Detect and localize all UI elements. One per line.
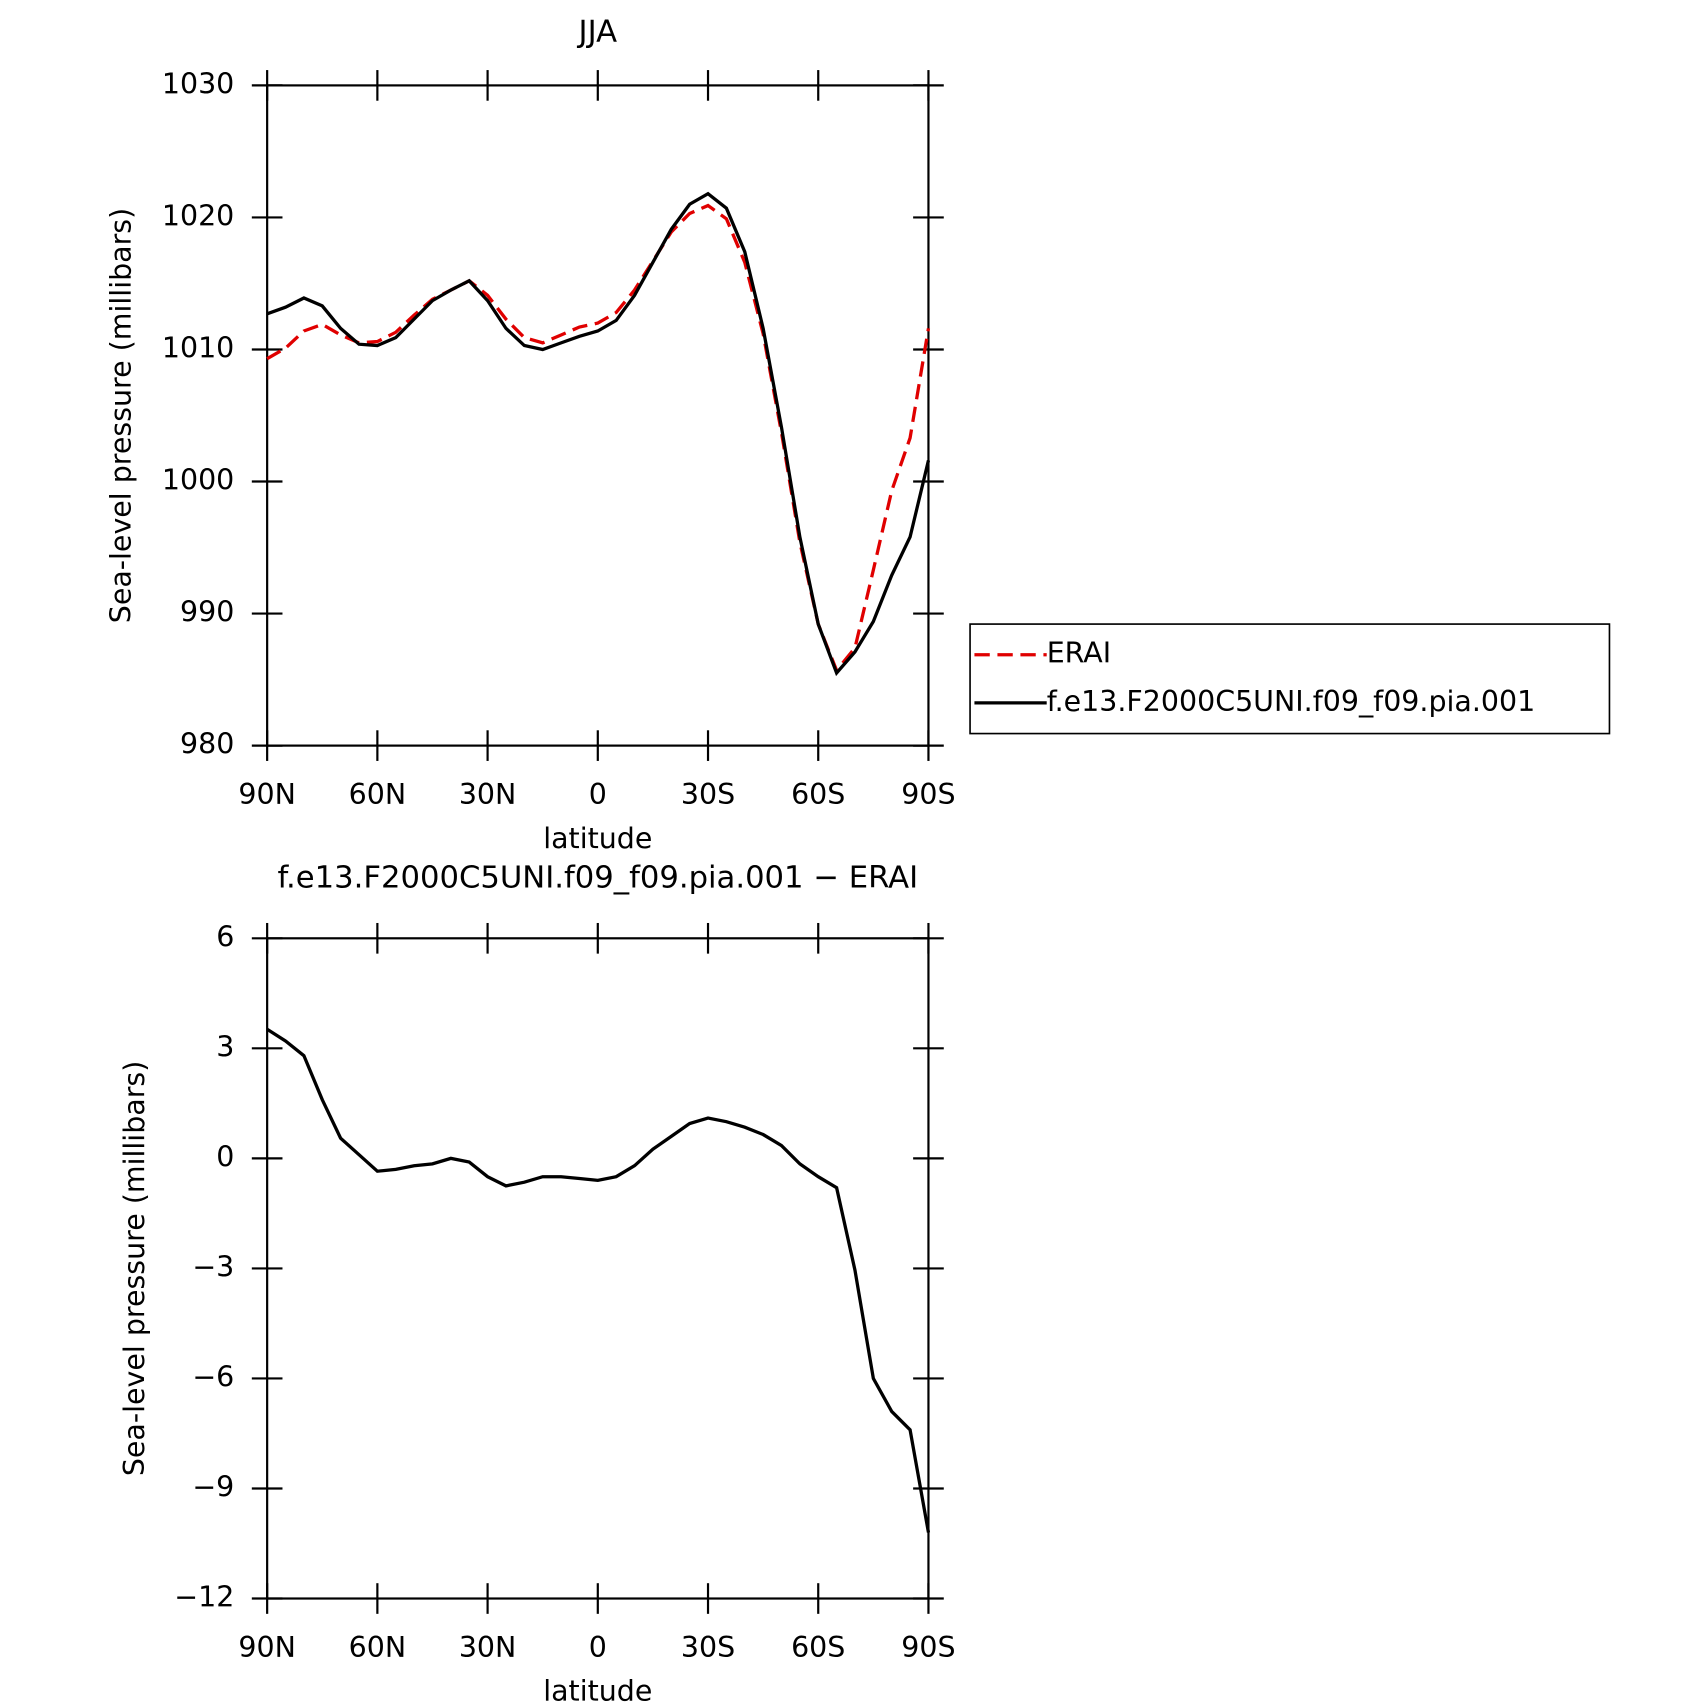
y-tick-label: 980 [180, 728, 234, 761]
y-tick-label: 0 [216, 1140, 234, 1173]
y-tick-label: −9 [192, 1470, 234, 1503]
x-tick-label: 60S [791, 778, 845, 811]
x-tick-label: 90S [901, 778, 955, 811]
x-tick-label: 0 [589, 778, 607, 811]
y-tick-label: 1000 [162, 464, 234, 497]
legend-label: f.e13.F2000C5UNI.f09_f09.pia.001 [1047, 685, 1536, 718]
y-tick-label: −3 [192, 1250, 234, 1283]
plot-frame [266, 84, 930, 747]
legend-label: ERAI [1047, 637, 1111, 670]
chart-title: JJA [577, 14, 618, 49]
line-series [266, 191, 931, 677]
x-tick-label: 60S [791, 1631, 845, 1664]
y-tick-label: 3 [216, 1030, 234, 1063]
y-tick-label: −6 [192, 1360, 234, 1393]
y-tick-label: 1030 [162, 67, 234, 100]
x-tick-label: 30N [459, 778, 517, 811]
x-tick-label: 60N [349, 1631, 407, 1664]
x-tick-label: 0 [589, 1631, 607, 1664]
x-tick-label: 30S [681, 1631, 735, 1664]
y-tick-label: 6 [216, 920, 234, 953]
x-tick-label: 90S [901, 1631, 955, 1664]
x-tick-label: 30N [459, 1631, 517, 1664]
y-axis-label: Sea-level pressure (millibars) [118, 1061, 151, 1476]
y-tick-label: 1010 [162, 331, 234, 364]
y-tick-label: −12 [174, 1581, 234, 1614]
legend-box [969, 623, 1611, 735]
y-tick-label: 1020 [162, 199, 234, 232]
x-tick-label: 60N [349, 778, 407, 811]
x-tick-label: 90N [238, 778, 295, 811]
line-series [266, 203, 931, 674]
legend: ERAI f.e13.F2000C5UNI.f09_f09.pia.001 [969, 623, 1611, 735]
x-tick-label: 90N [238, 1631, 295, 1664]
line-series [266, 1027, 931, 1533]
chart-title: f.e13.F2000C5UNI.f09_f09.pia.001 − ERAI [277, 861, 918, 896]
x-axis-label: latitude [543, 1675, 652, 1708]
x-tick-label: 30S [681, 778, 735, 811]
x-axis-label: latitude [543, 822, 652, 855]
y-axis-label: Sea-level pressure (millibars) [105, 208, 138, 623]
plot-frame [266, 937, 930, 1600]
y-tick-label: 990 [180, 596, 234, 629]
